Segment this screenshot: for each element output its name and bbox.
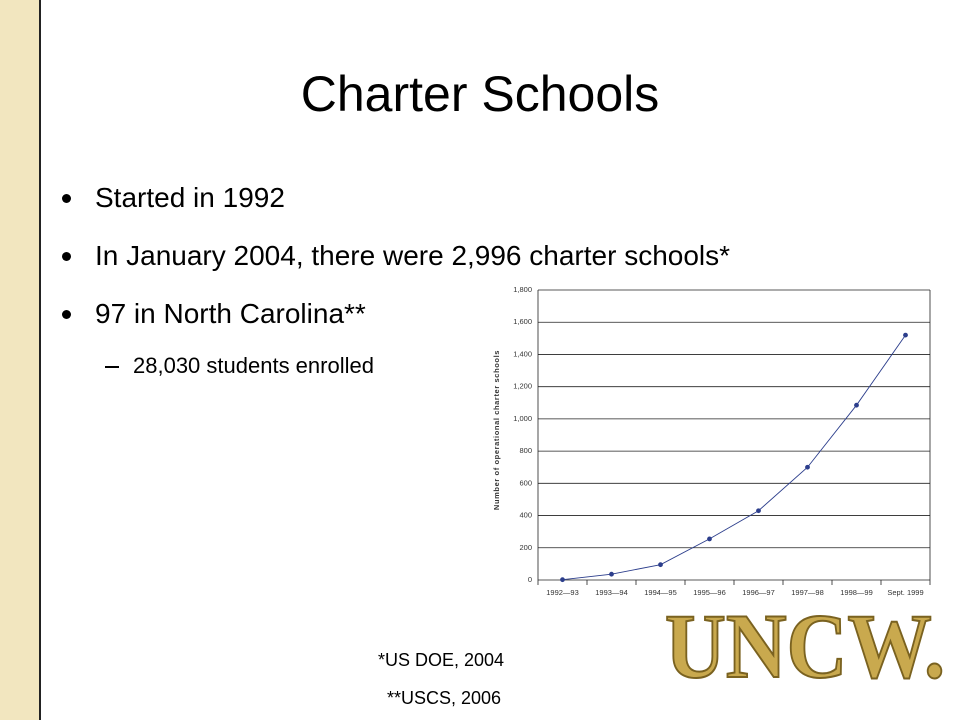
- y-tick-label: 600: [519, 478, 532, 487]
- bullet-marker: [62, 310, 71, 319]
- bullet-text: 97 in North Carolina**: [95, 298, 366, 329]
- y-axis-label: Number of operational charter schools: [492, 350, 501, 510]
- x-tick-label: 1996—97: [742, 588, 775, 597]
- data-line: [562, 334, 906, 581]
- y-tick-label: 1,400: [513, 349, 532, 358]
- bullet-text: Started in 1992: [95, 182, 285, 213]
- y-tick-label: 1,000: [513, 414, 532, 423]
- bullet-marker: [62, 194, 71, 203]
- footnote: **USCS, 2006: [387, 688, 502, 708]
- data-point: [805, 464, 810, 470]
- x-tick-label: 1998—99: [840, 588, 873, 597]
- logo: UNCW.: [665, 595, 945, 697]
- x-tick-label: 1995—96: [693, 588, 726, 597]
- bullet-marker: [105, 366, 119, 368]
- chart-background: [485, 280, 935, 602]
- bullet-marker: [62, 252, 71, 261]
- x-tick-label: 1994—95: [644, 588, 677, 597]
- y-tick-label: 1,600: [513, 317, 532, 326]
- bullet: In January 2004, there were 2,996 charte…: [62, 237, 795, 275]
- slide-title: Charter Schools: [300, 66, 660, 122]
- data-point: [609, 571, 614, 577]
- bullet-text: 28,030 students enrolled: [133, 353, 374, 378]
- y-tick-label: 1,800: [513, 285, 532, 294]
- bullet-list: Started in 1992 In January 2004, there we…: [62, 179, 795, 399]
- data-point: [560, 577, 565, 583]
- y-tick-label: 400: [519, 511, 532, 520]
- bullet: 97 in North Carolina**: [62, 295, 795, 333]
- data-point: [707, 536, 712, 542]
- x-tick-label: 1993—94: [595, 588, 628, 597]
- y-tick-label: 0: [528, 575, 532, 584]
- y-tick-label: 200: [519, 543, 532, 552]
- data-point: [854, 402, 859, 408]
- x-tick-label: 1992—93: [546, 588, 579, 597]
- y-tick-label: 800: [519, 446, 532, 455]
- data-point: [658, 562, 663, 568]
- data-point: [903, 332, 908, 338]
- bullet: Started in 1992: [62, 179, 795, 217]
- bullet-text: In January 2004, there were 2,996 charte…: [95, 240, 731, 271]
- data-point: [756, 508, 761, 514]
- x-tick-label: 1997—98: [791, 588, 824, 597]
- footnote: *US DOE, 2004: [378, 650, 505, 670]
- side-bar: [0, 0, 41, 720]
- x-tick-label: Sept. 1999: [887, 588, 923, 597]
- y-tick-label: 1,200: [513, 382, 532, 391]
- bullet: 28,030 students enrolled: [105, 353, 795, 379]
